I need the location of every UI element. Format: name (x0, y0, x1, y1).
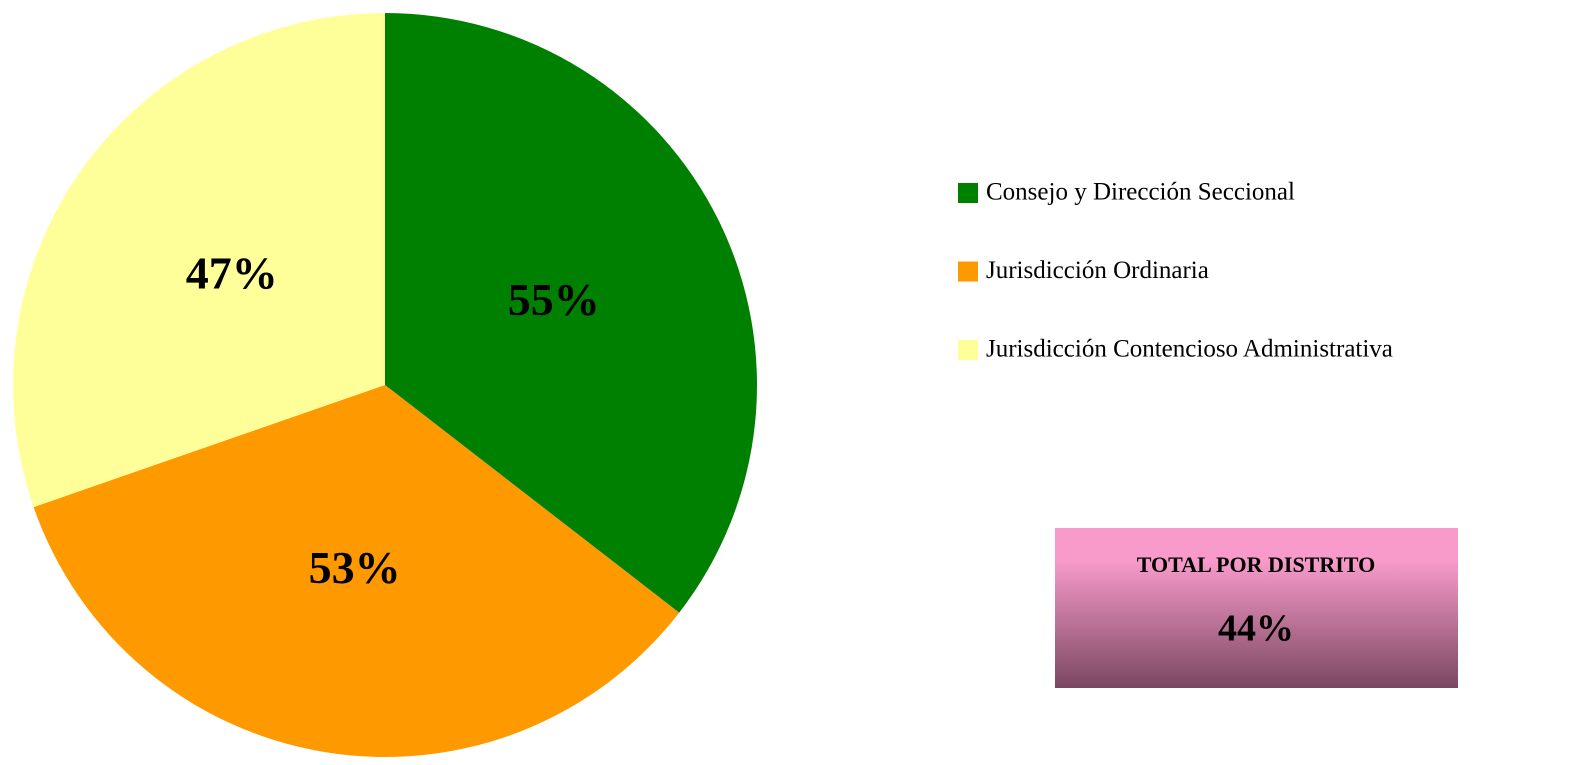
data-label: 55% (508, 274, 600, 325)
legend-swatch (958, 183, 978, 203)
legend-swatch (958, 261, 978, 282)
pie-slice (385, 13, 758, 613)
data-label: 47% (186, 248, 278, 299)
data-label: 53% (309, 542, 401, 593)
total-box (1055, 528, 1458, 688)
legend-label: Jurisdicción Contencioso Administrativa (986, 336, 1393, 363)
pie: 55% 53% 47% (12, 13, 758, 758)
pie-slice (12, 13, 385, 508)
legend-label: Jurisdicción Ordinaria (986, 257, 1209, 284)
pie-slice (33, 385, 680, 758)
legend-swatch (958, 340, 978, 360)
total-value: 44% (1218, 608, 1294, 650)
legend: Consejo y Dirección Seccional Jurisdicció… (958, 179, 1393, 363)
legend-label: Consejo y Dirección Seccional (986, 179, 1295, 206)
total-label: TOTAL POR DISTRITO (1137, 552, 1375, 577)
